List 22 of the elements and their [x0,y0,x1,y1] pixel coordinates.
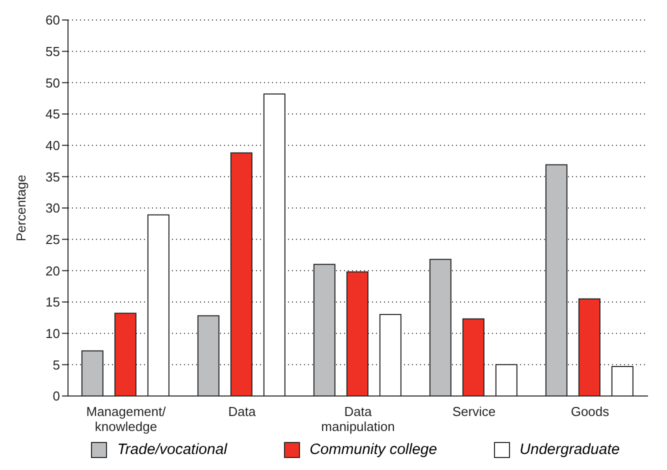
x-tick-label: Data [228,404,256,419]
y-tick-label: 50 [46,75,60,90]
x-tick-label: Data manipulation [321,404,395,434]
y-tick-label: 45 [46,106,60,122]
y-tick-label: 15 [46,294,60,310]
y-tick-label: 30 [46,200,60,216]
legend-label: Trade/vocational [116,441,228,458]
y-tick-label: 0 [52,388,60,404]
legend-label: Undergraduate [518,441,620,458]
y-tick-label: 35 [46,169,60,184]
y-tick-label: 25 [46,232,60,247]
y-tick-label: 60 [46,12,60,28]
y-tick-label: 5 [52,357,60,372]
legend-label: Community college [308,441,438,458]
x-tick-label: Management/knowledge [86,404,166,434]
y-tick-label: 55 [46,44,60,59]
y-tick-label: 40 [46,138,60,153]
x-tick-label: Service [452,404,496,419]
y-tick-label: 10 [46,326,60,341]
x-tick-label: Goods [570,404,610,419]
y-tick-label: 20 [46,263,60,278]
y-axis-title: Percentage [14,174,29,242]
